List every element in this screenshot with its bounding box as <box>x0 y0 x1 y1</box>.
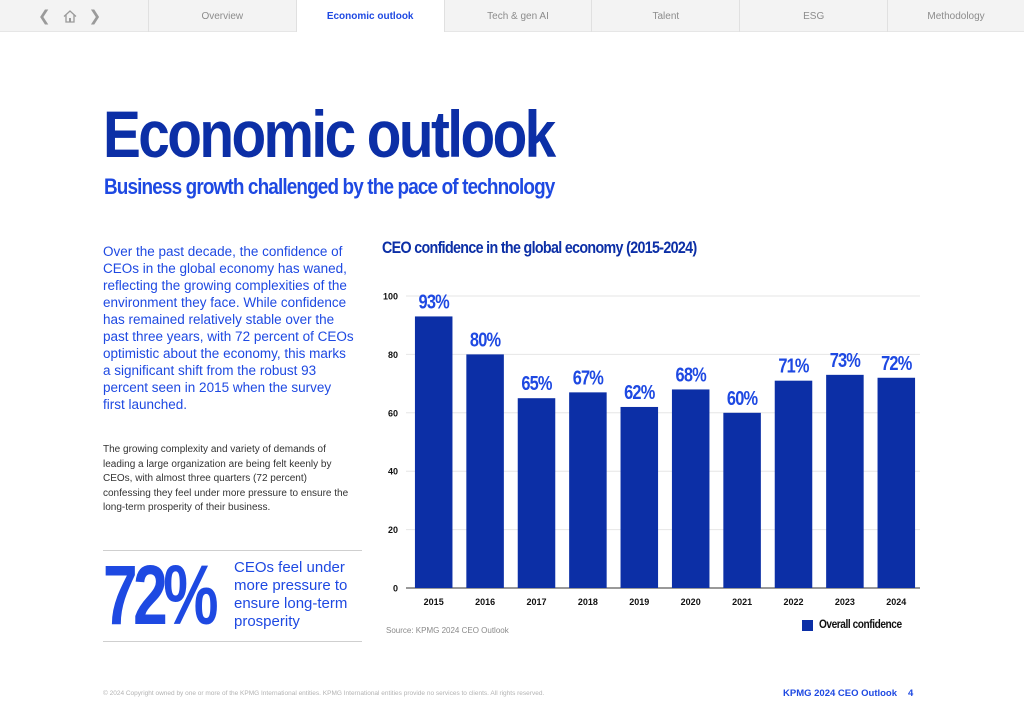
bar-2018 <box>569 392 607 588</box>
x-tick-label: 2015 <box>424 597 444 607</box>
tab-tech-gen-ai[interactable]: Tech & gen AI <box>445 0 593 32</box>
data-label-2019: 62% <box>624 380 655 403</box>
data-label-2015: 93% <box>419 290 450 313</box>
y-tick-label: 60 <box>388 408 398 418</box>
y-tick-label: 100 <box>383 292 398 302</box>
intro-paragraph: Over the past decade, the confidence of … <box>103 244 354 412</box>
x-tick-label: 2019 <box>629 597 649 607</box>
stat-description: CEOs feel under more pressure to ensure … <box>234 559 348 630</box>
bar-2019 <box>620 406 659 588</box>
tab-talent[interactable]: Talent <box>592 0 741 32</box>
legend-swatch <box>802 619 813 631</box>
y-tick-label: 40 <box>388 467 398 477</box>
footer-copyright: © 2024 Copyright owned by one or more of… <box>103 690 545 697</box>
bar-2024 <box>877 377 916 588</box>
bar-2015 <box>414 316 453 588</box>
tab-esg[interactable]: ESG <box>740 0 889 32</box>
footer-brand[interactable]: KPMG 2024 CEO Outlook <box>783 688 898 699</box>
bar-2017 <box>517 398 556 588</box>
home-icon[interactable] <box>63 9 77 23</box>
y-tick-label: 80 <box>388 350 398 360</box>
stat-callout: 72% CEOs feel under more pressure to ens… <box>103 550 362 642</box>
page-number: 4 <box>908 688 914 699</box>
x-tick-label: 2024 <box>886 597 906 607</box>
detail-paragraph: The growing complexity and variety of de… <box>103 444 349 513</box>
page-subtitle: Business growth challenged by the pace o… <box>104 174 555 199</box>
top-navigation: ❮ ❯ Overview Economic outlook Tech & gen… <box>0 0 1024 32</box>
x-tick-label: 2022 <box>783 597 803 607</box>
x-tick-label: 2016 <box>475 597 495 607</box>
tab-economic-outlook[interactable]: Economic outlook <box>296 0 445 32</box>
chart-legend: Overall confidence <box>802 619 913 631</box>
x-tick-label: 2018 <box>578 597 598 607</box>
x-tick-label: 2017 <box>526 597 546 607</box>
legend-label: Overall confidence <box>819 619 902 631</box>
chevron-right-icon[interactable]: ❯ <box>88 7 102 25</box>
chevron-left-icon[interactable]: ❮ <box>38 7 51 25</box>
bar-2016 <box>466 354 504 588</box>
y-tick-label: 0 <box>393 584 398 594</box>
bar-2023 <box>826 374 864 588</box>
tab-methodology[interactable]: Methodology <box>927 10 985 22</box>
confidence-bar-chart: 0 20 40 60 80 100 93% 2015 80% 2016 65% 2017 67% 2018… <box>383 290 920 607</box>
data-label-2021: 60% <box>727 386 758 409</box>
bar-2020 <box>671 389 710 588</box>
x-tick-label: 2023 <box>835 597 855 607</box>
tab-overview[interactable]: Overview <box>149 0 297 32</box>
y-tick-label: 20 <box>388 525 398 535</box>
x-tick-label: 2020 <box>681 597 701 607</box>
x-tick-label: 2021 <box>732 597 752 607</box>
chart-source: Source: KPMG 2024 CEO Outlook <box>386 626 509 635</box>
page-title: Economic outlook <box>103 97 556 171</box>
data-label-2016: 80% <box>470 328 501 351</box>
data-label-2024: 72% <box>881 351 912 374</box>
bar-2021 <box>723 412 761 588</box>
data-label-2017: 65% <box>521 372 552 395</box>
bar-2022 <box>774 380 813 588</box>
data-label-2020: 68% <box>676 363 707 386</box>
data-label-2022: 71% <box>778 354 809 377</box>
data-label-2018: 67% <box>573 366 604 389</box>
data-label-2023: 73% <box>830 348 861 371</box>
nav-controls: ❮ ❯ <box>0 0 149 32</box>
chart-title: CEO confidence in the global economy (20… <box>382 238 697 257</box>
stat-value: 72% <box>103 548 219 642</box>
